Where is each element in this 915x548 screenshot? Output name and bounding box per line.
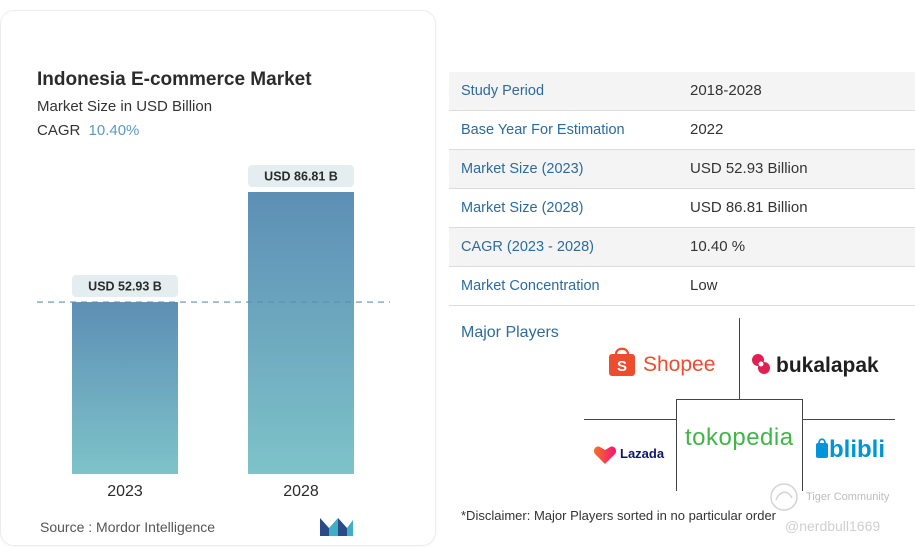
disclaimer: *Disclaimer: Major Players sorted in no … — [461, 508, 777, 523]
player-tokopedia: tokopedia — [685, 424, 794, 451]
divider — [739, 318, 740, 400]
divider — [803, 419, 895, 420]
watermark-community: Tiger Community — [806, 491, 890, 503]
bukalapak-icon — [752, 354, 770, 374]
table-key: Market Size (2023) — [461, 161, 584, 177]
table-value: USD 86.81 Billion — [690, 199, 808, 216]
data-label-bg — [72, 275, 178, 298]
major-players-title: Major Players — [461, 324, 559, 341]
divider — [676, 399, 803, 400]
player-shopee: Shopee — [643, 353, 716, 376]
table-row: Market Concentration Low — [449, 267, 915, 306]
table-row: Market Size (2028) USD 86.81 Billion — [449, 189, 915, 228]
watermark-handle: @nerdbull1669 — [785, 518, 881, 534]
table-row: Base Year For Estimation 2022 — [449, 111, 915, 150]
cagr-value: 10.40% — [88, 122, 140, 139]
shopee-bag-icon: S — [609, 347, 635, 376]
divider — [802, 399, 803, 491]
chart-subtitle: Market Size in USD Billion — [37, 98, 213, 115]
chart-title: Indonesia E-commerce Market — [37, 69, 312, 90]
data-label-bg — [248, 165, 354, 187]
market-summary-table: Study Period 2018-2028 Base Year For Est… — [449, 72, 915, 306]
table-key: Base Year For Estimation — [461, 122, 625, 138]
table-value: 10.40 % — [690, 238, 746, 255]
table-row: Market Size (2023) USD 52.93 Billion — [449, 150, 915, 189]
x-tick-label: 2028 — [283, 483, 319, 500]
table-row: Study Period 2018-2028 — [449, 72, 915, 111]
bar-chart: USD 52.93 B 2023 USD 86.81 B 2028 — [37, 165, 390, 500]
divider — [676, 399, 677, 491]
svg-text:S: S — [617, 358, 627, 375]
source-note: Source : Mordor Intelligence — [40, 519, 216, 535]
table-key: Study Period — [461, 83, 545, 99]
table-value: 2018-2028 — [690, 82, 762, 99]
blibli-bag-icon — [816, 438, 828, 458]
tiger-watermark-icon — [770, 483, 798, 511]
divider — [584, 419, 676, 420]
mordor-intelligence-logo-icon — [320, 518, 353, 536]
player-bukalapak: bukalapak — [776, 354, 879, 377]
data-label: USD 86.81 B — [264, 170, 338, 184]
table-row: CAGR (2023 - 2028) 10.40 % — [449, 228, 915, 267]
bar-2023 — [72, 302, 178, 474]
table-value: USD 52.93 Billion — [690, 160, 808, 177]
cagr-label: CAGR — [37, 122, 81, 139]
player-lazada: Lazada — [620, 446, 665, 461]
table-key: CAGR (2023 - 2028) — [461, 239, 594, 255]
data-label: USD 52.93 B — [88, 280, 162, 294]
table-value: Low — [690, 277, 718, 294]
lazada-heart-icon — [593, 446, 617, 464]
table-key: Market Concentration — [461, 278, 600, 294]
x-tick-label: 2023 — [107, 483, 143, 500]
player-blibli: blibli — [829, 436, 885, 463]
table-key: Market Size (2028) — [461, 200, 584, 216]
cagr-line: CAGR 10.40% — [37, 122, 139, 139]
bar-2028 — [248, 192, 354, 474]
table-value: 2022 — [690, 121, 724, 138]
